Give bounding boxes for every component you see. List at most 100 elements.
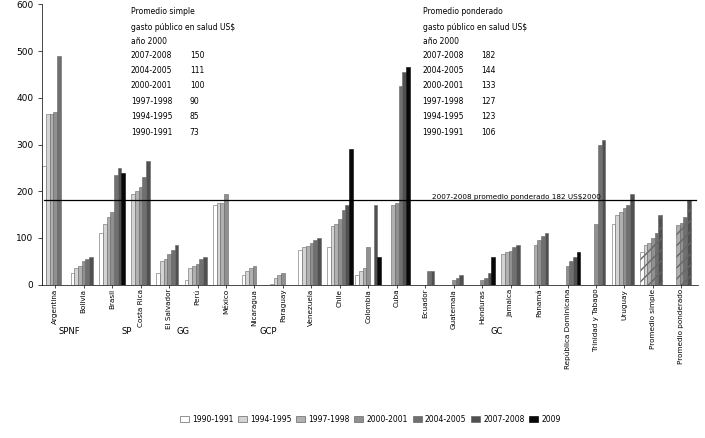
Text: 182: 182 [482, 51, 496, 60]
Bar [57, 56, 61, 285]
Bar [309, 243, 313, 285]
Bar [541, 236, 544, 285]
Bar [501, 254, 505, 285]
Bar [509, 251, 513, 285]
Bar [302, 247, 306, 285]
Text: SPNF: SPNF [59, 327, 80, 336]
Bar [658, 215, 662, 285]
Text: 127: 127 [482, 97, 496, 106]
Text: 2000-2001: 2000-2001 [131, 81, 172, 91]
Bar [374, 205, 377, 285]
Bar [630, 194, 634, 285]
Legend: 1990-1991, 1994-1995, 1997-1998, 2000-2001, 2004-2005, 2007-2008, 2009: 1990-1991, 1994-1995, 1997-1998, 2000-20… [177, 412, 563, 427]
Bar [626, 205, 630, 285]
Bar [224, 194, 228, 285]
Text: 1990-1991: 1990-1991 [422, 128, 464, 137]
Bar [103, 224, 106, 285]
Text: Promedio ponderado: Promedio ponderado [422, 7, 503, 16]
Text: 1994-1995: 1994-1995 [131, 112, 172, 121]
Bar [160, 261, 164, 285]
Bar [221, 203, 224, 285]
Bar [121, 173, 125, 285]
Bar [513, 247, 516, 285]
Bar [114, 175, 118, 285]
Bar [484, 278, 488, 285]
Text: 1994-1995: 1994-1995 [422, 112, 464, 121]
Bar [54, 112, 57, 285]
Bar [623, 208, 626, 285]
Bar [331, 226, 334, 285]
Text: 2004-2005: 2004-2005 [422, 66, 464, 75]
Bar [106, 217, 110, 285]
Bar [398, 86, 403, 285]
Text: GCP: GCP [260, 327, 277, 336]
Bar [349, 149, 352, 285]
Bar [249, 268, 252, 285]
Bar [651, 238, 655, 285]
Bar [167, 254, 171, 285]
Bar [640, 252, 644, 285]
Bar [431, 271, 434, 285]
Bar [345, 205, 349, 285]
Bar [601, 140, 605, 285]
Text: 85: 85 [190, 112, 200, 121]
Bar [505, 252, 509, 285]
Bar [516, 245, 520, 285]
Bar [406, 67, 410, 285]
Bar [611, 224, 615, 285]
Bar [85, 259, 89, 285]
Bar [185, 280, 188, 285]
Bar [188, 268, 192, 285]
Text: gasto público en salud US$: gasto público en salud US$ [422, 23, 527, 32]
Bar [274, 278, 277, 285]
Bar [171, 250, 175, 285]
Bar [75, 268, 78, 285]
Bar [42, 166, 46, 285]
Bar [619, 212, 623, 285]
Bar [676, 226, 680, 285]
Text: 150: 150 [190, 51, 204, 60]
Bar [270, 284, 274, 285]
Text: año 2000: año 2000 [131, 37, 167, 46]
Text: 111: 111 [190, 66, 204, 75]
Bar [78, 266, 82, 285]
Bar [544, 233, 548, 285]
Bar [245, 271, 249, 285]
Bar [118, 168, 121, 285]
Bar [655, 233, 658, 285]
Text: año 2000: año 2000 [422, 37, 458, 46]
Bar [395, 203, 398, 285]
Bar [110, 212, 114, 285]
Bar [313, 240, 317, 285]
Bar [281, 273, 285, 285]
Bar [252, 266, 257, 285]
Text: SP: SP [121, 327, 132, 336]
Bar [175, 245, 178, 285]
Bar [156, 273, 160, 285]
Text: 133: 133 [482, 81, 496, 91]
Bar [534, 245, 537, 285]
Bar [577, 252, 580, 285]
Bar [139, 187, 142, 285]
Bar [242, 276, 245, 285]
Bar [355, 276, 359, 285]
Bar [644, 245, 647, 285]
Bar [452, 280, 455, 285]
Bar [89, 257, 93, 285]
Bar [306, 247, 309, 285]
Bar [338, 219, 342, 285]
Bar [196, 264, 200, 285]
Bar [135, 191, 139, 285]
Bar [298, 250, 302, 285]
Bar [192, 266, 196, 285]
Bar [459, 276, 463, 285]
Bar [594, 224, 598, 285]
Bar [327, 247, 331, 285]
Bar [565, 266, 570, 285]
Bar [70, 273, 75, 285]
Text: 123: 123 [482, 112, 496, 121]
Text: 1997-1998: 1997-1998 [131, 97, 172, 106]
Bar [427, 271, 431, 285]
Text: 73: 73 [190, 128, 200, 137]
Bar [359, 271, 363, 285]
